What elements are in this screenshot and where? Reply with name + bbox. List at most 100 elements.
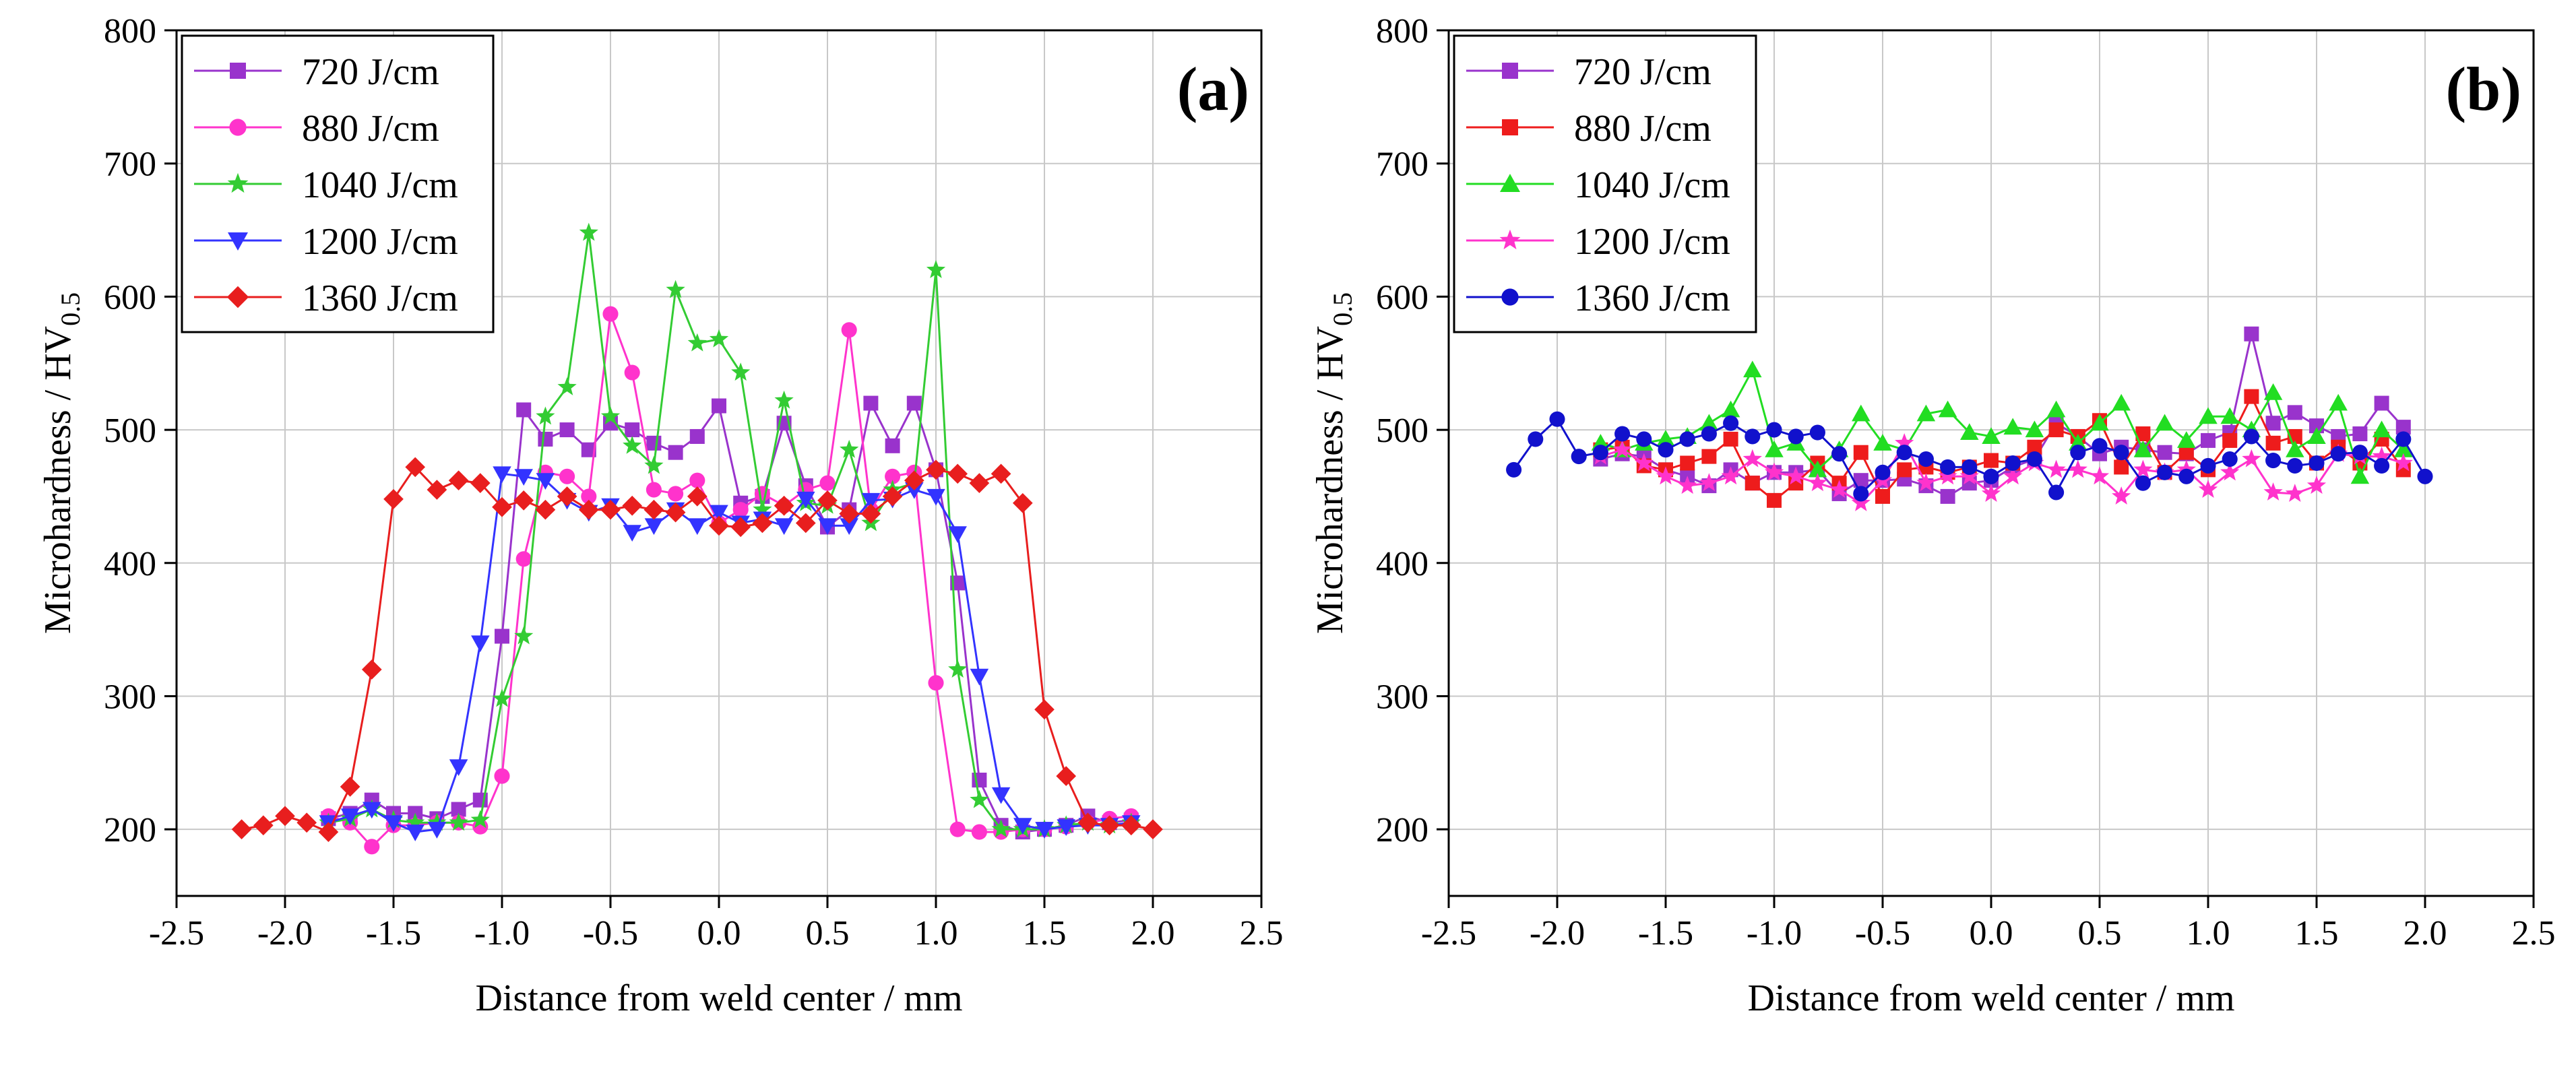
- data-point: [538, 431, 553, 447]
- data-point: [689, 428, 705, 444]
- data-point: [406, 825, 425, 841]
- data-point: [948, 659, 968, 678]
- y-axis-label-subscript-b: 0.5: [1327, 292, 1358, 326]
- data-point: [1056, 766, 1077, 786]
- data-point: [1766, 422, 1782, 438]
- data-point: [1742, 449, 1762, 467]
- data-point: [2200, 457, 2216, 474]
- data-point: [1916, 473, 1936, 492]
- data-point: [687, 486, 708, 507]
- data-point: [1875, 488, 1890, 504]
- data-point: [515, 551, 532, 567]
- data-point: [863, 395, 879, 411]
- legend-item: 1200 J/cm: [1466, 221, 1730, 263]
- data-point: [948, 526, 967, 544]
- data-point: [581, 488, 597, 505]
- data-point: [688, 518, 707, 536]
- data-point: [2220, 462, 2240, 481]
- x-tick-label: 1.0: [2187, 914, 2230, 953]
- data-point: [2199, 407, 2218, 424]
- data-point: [625, 422, 640, 438]
- data-point: [2329, 393, 2348, 411]
- data-point: [732, 502, 749, 518]
- data-point: [1940, 488, 1955, 504]
- data-point: [1938, 466, 1957, 485]
- data-point: [1679, 431, 1695, 447]
- data-point: [296, 812, 317, 833]
- x-tick-label: -1.5: [366, 914, 421, 953]
- data-point: [427, 480, 447, 500]
- legend-item: 1040 J/cm: [1466, 164, 1730, 206]
- data-point: [819, 475, 836, 491]
- data-point: [882, 486, 903, 507]
- data-point: [774, 390, 794, 409]
- data-point: [970, 789, 989, 808]
- x-tick-label: -0.5: [583, 914, 638, 953]
- data-point: [1831, 446, 1848, 462]
- y-tick-labels-b: 200 300 400 500 600 700 800: [1376, 12, 1428, 849]
- data-point: [926, 488, 945, 506]
- legend-marker: [1502, 63, 1518, 79]
- data-point: [1918, 451, 1934, 467]
- data-point: [2244, 389, 2259, 404]
- data-point: [1571, 449, 1587, 465]
- x-tick-label: -2.0: [1530, 914, 1585, 953]
- data-point: [2155, 414, 2174, 431]
- x-tick-label: -1.0: [1747, 914, 1802, 953]
- data-point: [2350, 467, 2370, 484]
- data-point: [2265, 452, 2282, 469]
- panel-label-a: (a): [1177, 55, 1249, 123]
- data-point: [2374, 457, 2390, 474]
- legend-label: 1360 J/cm: [1574, 278, 1730, 319]
- panel-b: -2.5 -2.0 -1.5 -1.0 -0.5 0.0 0.5 1.0 1.5 2.0 2.5 2…: [1309, 12, 2556, 1019]
- x-tick-label: 2.0: [2404, 914, 2447, 953]
- legend-label: 720 J/cm: [302, 51, 439, 93]
- data-point: [971, 824, 987, 840]
- data-point: [513, 490, 534, 511]
- data-point: [840, 518, 858, 536]
- y-tick-label: 800: [1376, 12, 1428, 51]
- data-point: [535, 499, 556, 520]
- data-point: [602, 306, 619, 322]
- data-point: [2090, 466, 2110, 485]
- data-point: [2287, 457, 2303, 474]
- data-point: [1853, 486, 1869, 502]
- legend-item: 720 J/cm: [1466, 51, 1711, 93]
- data-point: [1767, 492, 1782, 508]
- data-point: [668, 486, 684, 502]
- data-point: [2178, 468, 2195, 484]
- data-point: [340, 777, 360, 797]
- data-point: [646, 482, 662, 498]
- data-point: [1981, 484, 2001, 502]
- data-point: [754, 486, 770, 502]
- data-point: [2178, 445, 2194, 460]
- data-point: [1636, 431, 1652, 447]
- data-point: [470, 473, 491, 494]
- data-point: [1745, 476, 1760, 491]
- data-point: [2286, 440, 2304, 457]
- data-point: [2157, 464, 2173, 480]
- y-axis-label-a: Microhardness / HV0.5: [37, 292, 86, 634]
- data-point: [2114, 459, 2129, 475]
- x-tick-label: -0.5: [1855, 914, 1910, 953]
- data-point: [1701, 449, 1717, 464]
- x-tick-label: 1.5: [2295, 914, 2339, 953]
- data-point: [817, 490, 838, 511]
- data-point: [1895, 433, 1914, 451]
- data-point: [622, 495, 643, 516]
- data-point: [623, 435, 642, 454]
- y-tick-label: 400: [1376, 545, 1428, 583]
- data-point: [1853, 473, 1868, 488]
- y-tick-label: 500: [1376, 412, 1428, 450]
- ticks-a: [164, 29, 1263, 908]
- data-point: [1721, 400, 1740, 418]
- legend-item: 1360 J/cm: [1466, 278, 1730, 319]
- legend-b: 720 J/cm 880 J/cm 1040 J/cm 1200 J/cm 1360 J…: [1453, 34, 1757, 333]
- data-point: [841, 322, 857, 338]
- data-point: [926, 260, 946, 278]
- data-point: [861, 492, 881, 510]
- x-tick-label: -1.5: [1638, 914, 1693, 953]
- data-point: [1808, 473, 1827, 492]
- y-tick-label: 600: [1376, 278, 1428, 317]
